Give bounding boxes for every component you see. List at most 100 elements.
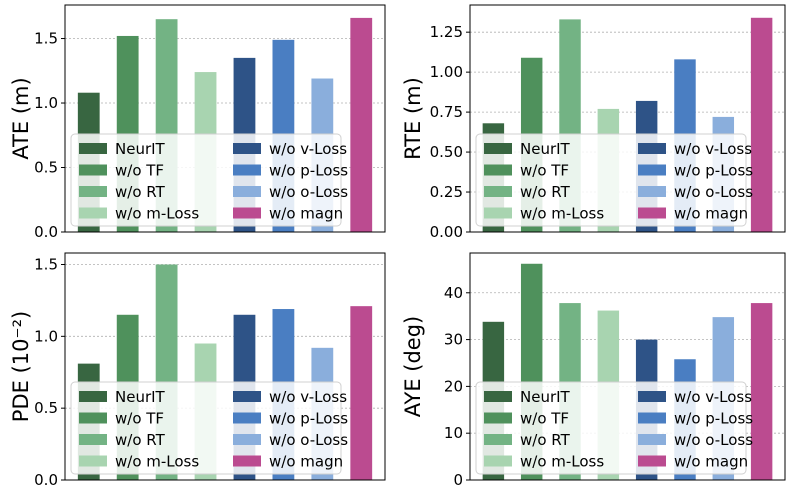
legend-swatch bbox=[79, 391, 107, 402]
legend-label: w/o p-Loss bbox=[674, 162, 753, 180]
bar-w-o-magn bbox=[350, 17, 373, 232]
axes-frame bbox=[64, 4, 386, 233]
legend-label: w/o RT bbox=[520, 183, 571, 201]
y-tick-label: 0 bbox=[453, 471, 463, 489]
legend-label: w/o p-Loss bbox=[269, 162, 348, 180]
chart-panel-4: 0 10 20 30 40 AYE (deg) NeurIT w/o TF w/o RT w/o … bbox=[401, 252, 786, 489]
legend-swatch bbox=[484, 455, 512, 467]
legend-swatch bbox=[79, 455, 107, 467]
legend-swatch bbox=[638, 455, 666, 467]
legend-box bbox=[475, 381, 747, 475]
chart-panel-1: 0.0 0.5 1.0 1.5 ATE (m) NeurIT w/o TF w/o RT w/o… bbox=[9, 4, 386, 241]
y-tick-label: 1.5 bbox=[34, 30, 58, 48]
legend-label: w/o p-Loss bbox=[269, 410, 348, 428]
legend-label: w/o TF bbox=[115, 410, 164, 428]
legend-label: w/o o-Loss bbox=[269, 431, 348, 449]
legend-label: NeurIT bbox=[520, 140, 571, 158]
legend-label: w/o v-Loss bbox=[674, 140, 752, 158]
legend-swatch bbox=[79, 412, 107, 424]
legend-swatch bbox=[638, 143, 666, 154]
legend-swatch bbox=[233, 143, 261, 154]
legend: NeurIT w/o TF w/o RT w/o m-Loss w/o v-Loss w/… bbox=[70, 381, 348, 475]
legend-swatch bbox=[79, 434, 107, 445]
bar-w-o-magn bbox=[350, 306, 373, 480]
y-tick-label: 0.5 bbox=[34, 159, 58, 177]
y-axis-label: AYE (deg) bbox=[401, 316, 425, 417]
legend-swatch bbox=[484, 164, 512, 176]
legend-label: w/o RT bbox=[520, 431, 571, 449]
chart-panel-2: 0.00 0.25 0.50 0.75 1.00 1.25 RTE (m) NeurIT w/o… bbox=[401, 4, 786, 241]
legend-swatch bbox=[79, 207, 107, 219]
legend-swatch bbox=[79, 143, 107, 154]
legend-label: NeurIT bbox=[115, 140, 166, 158]
legend: NeurIT w/o TF w/o RT w/o m-Loss w/o v-Loss w/… bbox=[70, 133, 348, 227]
y-tick-label: 20 bbox=[444, 377, 463, 395]
y-tick-label: 0.5 bbox=[34, 399, 58, 417]
legend-swatch bbox=[484, 207, 512, 219]
legend-swatch bbox=[638, 164, 666, 176]
legend-label: w/o magn bbox=[269, 453, 343, 471]
y-tick-label: 0.75 bbox=[430, 103, 463, 121]
legend-label: w/o TF bbox=[520, 410, 569, 428]
y-tick-label: 40 bbox=[444, 284, 463, 302]
legend-swatch bbox=[638, 434, 666, 445]
legend-label: w/o RT bbox=[115, 183, 166, 201]
y-tick-label: 1.00 bbox=[430, 63, 463, 81]
legend-label: w/o p-Loss bbox=[674, 410, 753, 428]
y-tick-label: 0.50 bbox=[430, 143, 463, 161]
legend-label: NeurIT bbox=[115, 388, 166, 406]
legend-label: w/o o-Loss bbox=[674, 431, 753, 449]
y-axis-label: RTE (m) bbox=[401, 77, 425, 160]
legend-swatch bbox=[638, 391, 666, 402]
y-tick-label: 1.0 bbox=[34, 327, 58, 345]
axes-frame bbox=[64, 252, 386, 481]
legend-swatch bbox=[233, 412, 261, 424]
legend: NeurIT w/o TF w/o RT w/o m-Loss w/o v-Loss w/… bbox=[475, 381, 753, 475]
legend-swatch bbox=[638, 207, 666, 219]
y-tick-label: 30 bbox=[444, 331, 463, 349]
bar-w-o-magn bbox=[750, 17, 773, 233]
bar-w-o-magn bbox=[750, 303, 773, 480]
legend-label: w/o magn bbox=[674, 205, 748, 223]
legend-swatch bbox=[484, 186, 512, 197]
legend-swatch bbox=[638, 412, 666, 424]
legend-box bbox=[70, 133, 342, 227]
y-tick-label: 0.0 bbox=[34, 223, 58, 241]
legend-label: w/o m-Loss bbox=[115, 453, 199, 471]
legend-swatch bbox=[233, 455, 261, 467]
legend-label: w/o o-Loss bbox=[269, 183, 348, 201]
legend-swatch bbox=[79, 164, 107, 176]
y-tick-label: 10 bbox=[444, 424, 463, 442]
legend-label: w/o m-Loss bbox=[520, 205, 604, 223]
y-axis-label: PDE (10⁻²) bbox=[9, 311, 33, 422]
legend-swatch bbox=[484, 412, 512, 424]
axes-frame bbox=[469, 4, 786, 233]
legend-swatch bbox=[79, 186, 107, 197]
legend-swatch bbox=[233, 391, 261, 402]
y-tick-label: 1.0 bbox=[34, 94, 58, 112]
y-tick-label: 1.25 bbox=[430, 23, 463, 41]
legend-box bbox=[475, 133, 747, 227]
y-tick-label: 0.25 bbox=[430, 183, 463, 201]
legend-swatch bbox=[484, 143, 512, 154]
legend-label: w/o o-Loss bbox=[674, 183, 753, 201]
y-axis-label: ATE (m) bbox=[9, 77, 33, 159]
y-tick-label: 0.00 bbox=[430, 223, 463, 241]
legend-label: w/o m-Loss bbox=[520, 453, 604, 471]
legend: NeurIT w/o TF w/o RT w/o m-Loss w/o v-Loss w/… bbox=[475, 133, 753, 227]
legend-label: w/o TF bbox=[520, 162, 569, 180]
legend-swatch bbox=[484, 434, 512, 445]
legend-label: w/o magn bbox=[674, 453, 748, 471]
legend-swatch bbox=[233, 164, 261, 176]
legend-label: w/o v-Loss bbox=[674, 388, 752, 406]
legend-swatch bbox=[638, 186, 666, 197]
legend-label: w/o v-Loss bbox=[269, 140, 347, 158]
legend-swatch bbox=[484, 391, 512, 402]
legend-label: NeurIT bbox=[520, 388, 571, 406]
legend-swatch bbox=[233, 186, 261, 197]
legend-box bbox=[70, 381, 342, 475]
chart-panel-3: 0.0 0.5 1.0 1.5 PDE (10⁻²) NeurIT w/o TF w/o RT… bbox=[9, 252, 386, 489]
legend-label: w/o magn bbox=[269, 205, 343, 223]
legend-label: w/o TF bbox=[115, 162, 164, 180]
